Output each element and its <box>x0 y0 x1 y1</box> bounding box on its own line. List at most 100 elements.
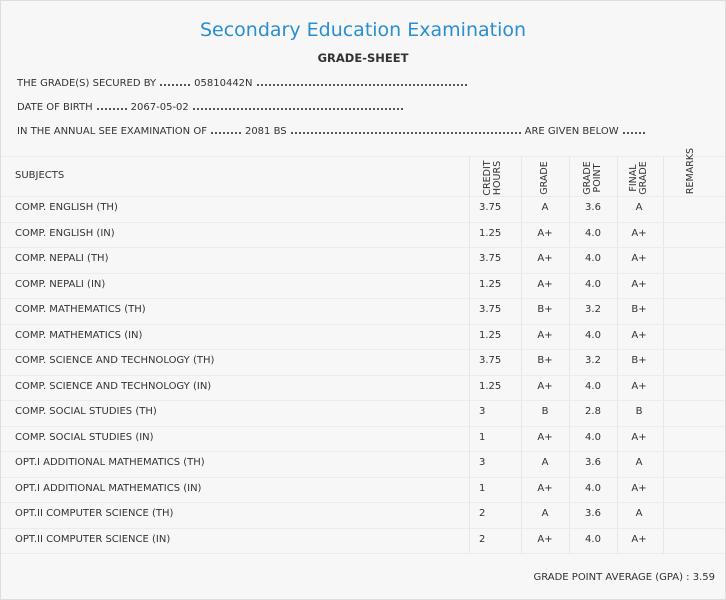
credit-hours: 2 <box>479 508 486 519</box>
info-label: DATE OF BIRTH <box>17 102 93 113</box>
row-divider <box>1 323 725 325</box>
credit-hours: 1.25 <box>479 278 502 290</box>
grade-cell: A <box>541 457 549 468</box>
gpa-label: GRADE POINT AVERAGE (GPA) : <box>533 572 690 583</box>
row-divider <box>1 400 725 401</box>
info-value: 2067-05-02 <box>130 102 189 113</box>
credit-hours: 3.75 <box>479 202 502 213</box>
credit-hours: 3.75 <box>479 355 502 366</box>
row-divider <box>1 425 725 427</box>
credit-hours: 3.75 <box>479 304 502 315</box>
leader <box>192 108 403 110</box>
subject: COMP. MATHEMATICS (IN) <box>15 329 143 341</box>
subject: OPT.II COMPUTER SCIENCE (TH) <box>15 508 174 519</box>
row-divider <box>1 156 725 157</box>
grade-cell: B+ <box>631 304 647 315</box>
row-divider <box>1 272 725 274</box>
credit-hours: 1.25 <box>479 380 502 392</box>
gpa: GRADE POINT AVERAGE (GPA) : 3.59 <box>533 572 715 583</box>
grade-cell: 4.0 <box>585 380 601 392</box>
grade-cell: 4.0 <box>585 278 601 290</box>
header-cell: GRADE POINT <box>582 161 603 195</box>
column-divider <box>521 156 522 554</box>
grade-cell: A <box>635 457 643 468</box>
credit-hours: 2 <box>479 533 486 545</box>
grade-cell: B+ <box>631 355 647 366</box>
column-divider <box>663 156 664 554</box>
credit-hours: 3 <box>479 406 486 417</box>
column-divider <box>617 156 618 554</box>
header-cell: GRADE <box>539 161 550 195</box>
column-divider <box>469 156 470 554</box>
grade-cell: A+ <box>631 253 647 264</box>
info-value: 2081 BS <box>244 126 287 137</box>
grade-cell: A+ <box>631 227 647 239</box>
subject: OPT.I ADDITIONAL MATHEMATICS (TH) <box>15 457 205 468</box>
info-line: DATE OF BIRTH 2067-05-02 <box>17 102 407 113</box>
header-cell: FINAL GRADE <box>628 161 649 195</box>
leader <box>96 108 127 110</box>
subject: COMP. NEPALI (TH) <box>15 253 109 264</box>
header-cell: SUBJECTS <box>15 170 65 181</box>
row-divider <box>1 349 725 350</box>
subject: COMP. SCIENCE AND TECHNOLOGY (IN) <box>15 380 212 392</box>
credit-hours: 3 <box>479 457 486 468</box>
grade-cell: 3.2 <box>585 304 601 315</box>
title: Secondary Education Examination <box>199 19 527 41</box>
grade-cell: B <box>635 406 643 417</box>
grade-cell: A+ <box>537 533 553 545</box>
grade-cell: B+ <box>537 304 553 315</box>
grade-cell: A+ <box>537 380 553 392</box>
row-divider <box>1 221 725 223</box>
leader <box>160 84 191 86</box>
leader <box>210 132 241 134</box>
subject: COMP. SCIENCE AND TECHNOLOGY (TH) <box>15 355 215 366</box>
row-divider <box>1 298 725 299</box>
grade-cell: 4.0 <box>585 533 601 545</box>
grade-cell: 3.6 <box>585 457 601 468</box>
grade-cell: B <box>541 406 549 417</box>
subject: OPT.I ADDITIONAL MATHEMATICS (IN) <box>15 482 202 494</box>
grade-cell: A+ <box>631 533 647 545</box>
row-divider <box>1 527 725 529</box>
subject: COMP. MATHEMATICS (TH) <box>15 304 146 315</box>
credit-hours: 3.75 <box>479 253 502 264</box>
info-line: IN THE ANNUAL SEE EXAMINATION OF 2081 BS A… <box>17 126 649 137</box>
row-divider <box>1 247 725 248</box>
gpa-value: 3.59 <box>692 572 715 583</box>
grade-cell: A <box>635 202 643 213</box>
grade-cell: A+ <box>537 482 553 494</box>
grade-cell: 3.6 <box>585 508 601 519</box>
info-line: THE GRADE(S) SECURED BY 05810442N <box>17 78 471 89</box>
grade-cell: A+ <box>631 329 647 341</box>
row-divider <box>1 553 725 554</box>
credit-hours: 1 <box>479 482 486 494</box>
info-suffix: ARE GIVEN BELOW <box>524 126 619 137</box>
column-divider <box>569 156 570 554</box>
subject: OPT.II COMPUTER SCIENCE (IN) <box>15 533 171 545</box>
grade-cell: A+ <box>631 482 647 494</box>
header-cell: REMARKS <box>685 147 696 195</box>
grade-cell: A+ <box>537 227 553 239</box>
grade-cell: 4.0 <box>585 431 601 443</box>
grade-cell: 4.0 <box>585 227 601 239</box>
leader <box>290 132 521 134</box>
subject: COMP. ENGLISH (IN) <box>15 227 115 239</box>
grade-cell: A <box>541 508 549 519</box>
row-divider <box>1 374 725 376</box>
grade-cell: 3.2 <box>585 355 601 366</box>
grade-cell: B+ <box>537 355 553 366</box>
grade-cell: 3.6 <box>585 202 601 213</box>
grade-cell: A+ <box>537 278 553 290</box>
credit-hours: 1.25 <box>479 227 502 239</box>
info-value: 05810442N <box>194 78 253 89</box>
grade-cell: A+ <box>537 329 553 341</box>
grade-cell: A+ <box>631 278 647 290</box>
grade-cell: A <box>541 202 549 213</box>
grade-cell: 2.8 <box>585 406 601 417</box>
grade-cell: A+ <box>537 431 553 443</box>
subtitle: GRADE-SHEET <box>317 51 409 65</box>
subject: COMP. SOCIAL STUDIES (TH) <box>15 406 157 417</box>
info-label: IN THE ANNUAL SEE EXAMINATION OF <box>17 126 207 137</box>
